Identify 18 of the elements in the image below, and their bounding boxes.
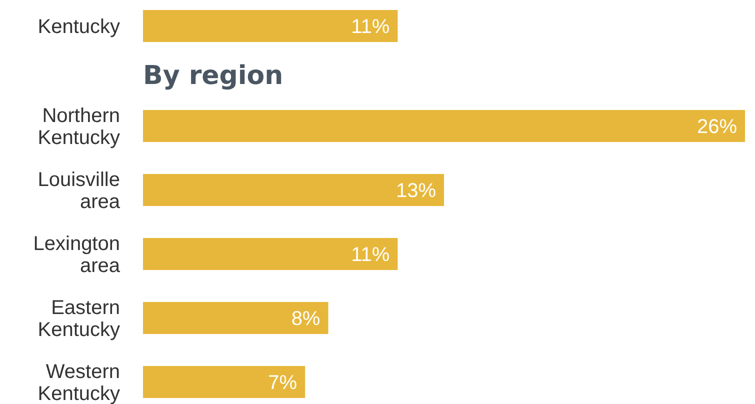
bar: [143, 174, 444, 206]
y-tick-label: Eastern Kentucky: [38, 297, 120, 341]
data-label: 8%: [291, 308, 320, 330]
bar: [143, 110, 745, 142]
y-tick-label: Western Kentucky: [38, 361, 120, 404]
data-label: 11%: [351, 244, 390, 266]
y-tick-label: Northern Kentucky: [38, 105, 120, 149]
data-label: 13%: [396, 180, 436, 202]
data-label: 26%: [696, 116, 738, 138]
bar: [143, 302, 328, 334]
bar: [143, 238, 398, 270]
data-label: 7%: [268, 372, 298, 394]
chart-title: By region: [143, 61, 284, 91]
data-label: 11%: [351, 16, 390, 38]
y-tick-label: Kentucky: [38, 16, 120, 38]
bar: [143, 366, 306, 398]
y-tick-label: Lexington area: [33, 233, 121, 277]
y-tick-label: Louisville area: [38, 169, 121, 213]
